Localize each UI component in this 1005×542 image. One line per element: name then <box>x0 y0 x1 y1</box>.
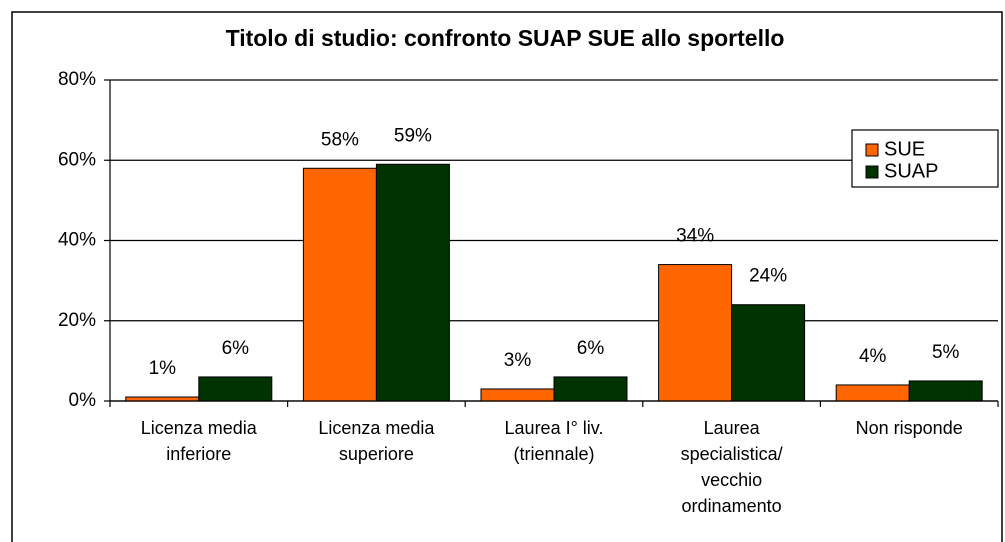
bar <box>125 396 200 402</box>
data-label: 24% <box>749 266 787 287</box>
data-label: 5% <box>932 342 960 363</box>
bar <box>198 376 273 402</box>
data-label: 4% <box>859 346 887 367</box>
data-label: 1% <box>149 358 177 379</box>
x-tick-label: Licenza media inferiore <box>140 418 257 464</box>
y-tick-label: 0% <box>69 390 97 411</box>
y-tick-label: 60% <box>58 149 96 170</box>
bar <box>835 384 910 402</box>
y-tick-label: 40% <box>58 230 96 251</box>
data-label: 58% <box>321 129 359 150</box>
bar <box>375 163 450 402</box>
chart-title: Titolo di studio: confronto SUAP SUE all… <box>226 25 785 51</box>
bar <box>658 264 733 402</box>
y-tick-label: 20% <box>58 310 96 331</box>
bar <box>731 304 806 402</box>
data-label: 6% <box>222 338 250 359</box>
legend-label: SUE <box>884 138 925 160</box>
x-tick-label: Licenza media superiore <box>318 418 435 464</box>
bar <box>480 388 555 402</box>
data-label: 6% <box>577 338 605 359</box>
data-label: 3% <box>504 350 532 371</box>
y-tick-label: 80% <box>58 69 96 90</box>
legend-swatch <box>865 165 879 179</box>
bar <box>302 167 377 402</box>
bar <box>553 376 628 402</box>
data-label: 59% <box>394 125 432 146</box>
x-tick-label: Non risponde <box>855 418 963 438</box>
x-tick-label: Laurea I° liv. (triennale) <box>504 418 604 464</box>
legend-swatch <box>865 143 879 157</box>
bar <box>908 380 983 402</box>
chart-frame <box>11 11 1003 542</box>
data-label: 34% <box>676 226 714 247</box>
x-tick-label: Laurea specialistica/ vecchio ordinament… <box>680 418 783 516</box>
legend-label: SUAP <box>884 160 938 182</box>
